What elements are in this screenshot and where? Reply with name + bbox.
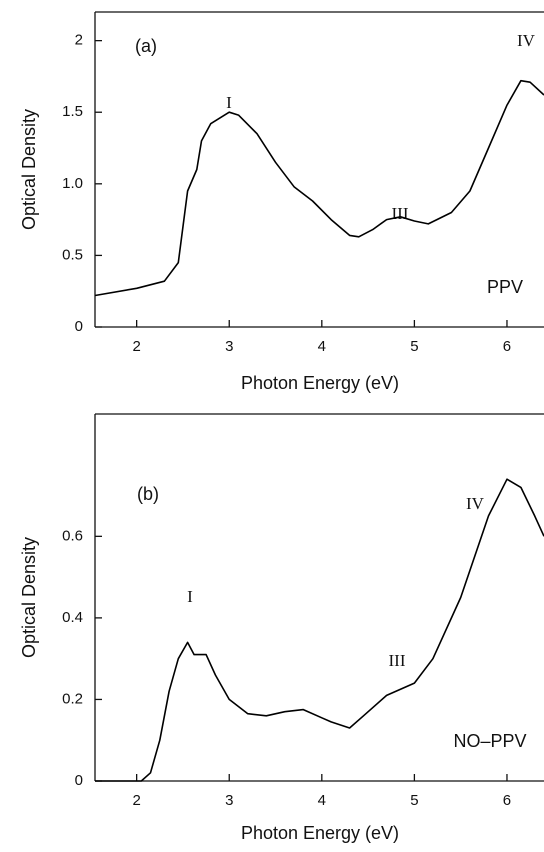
- y-tick-label: 1.0: [62, 175, 83, 192]
- x-tick-label: 5: [410, 338, 418, 355]
- annotation: (a): [135, 36, 157, 56]
- y-axis-label: Optical Density: [19, 109, 39, 230]
- x-axis-label: Photon Energy (eV): [241, 373, 399, 393]
- x-tick-label: 4: [318, 338, 326, 355]
- x-tick-label: 6: [503, 338, 511, 355]
- y-tick-label: 0.6: [62, 527, 83, 544]
- annotation: IV: [517, 31, 536, 50]
- x-tick-label: 2: [132, 792, 140, 809]
- x-tick-label: 2: [132, 338, 140, 355]
- y-tick-label: 2: [75, 32, 83, 49]
- x-tick-label: 3: [225, 792, 233, 809]
- x-tick-label: 3: [225, 338, 233, 355]
- y-tick-label: 0: [75, 318, 83, 335]
- annotation: (b): [137, 484, 159, 504]
- annotation: IV: [466, 494, 485, 513]
- annotation: I: [187, 587, 193, 606]
- annotation: PPV: [487, 277, 523, 297]
- annotation: III: [389, 651, 406, 670]
- y-tick-label: 0.2: [62, 690, 83, 707]
- x-tick-label: 6: [503, 792, 511, 809]
- y-tick-label: 0.5: [62, 246, 83, 263]
- x-tick-label: 4: [318, 792, 326, 809]
- y-tick-label: 0: [75, 772, 83, 789]
- data-line: [95, 478, 544, 782]
- annotation: I: [226, 93, 232, 112]
- data-line: [94, 79, 544, 297]
- y-tick-label: 0.4: [62, 609, 83, 626]
- y-tick-label: 1.5: [62, 103, 83, 120]
- annotation: III: [392, 204, 409, 223]
- y-axis-label: Optical Density: [19, 537, 39, 658]
- annotation: NO–PPV: [453, 731, 526, 751]
- x-tick-label: 5: [410, 792, 418, 809]
- x-axis-label: Photon Energy (eV): [241, 823, 399, 843]
